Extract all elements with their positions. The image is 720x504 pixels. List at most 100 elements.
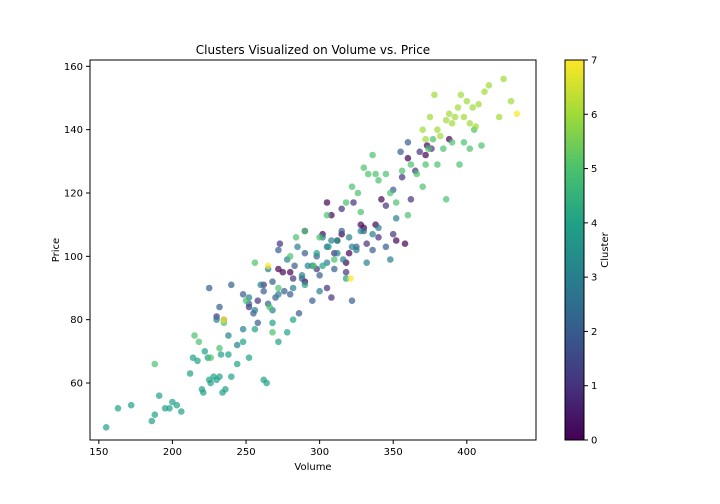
scatter-point-cluster-3	[363, 259, 371, 267]
scatter-point-cluster-2	[295, 310, 303, 317]
scatter-point-cluster-5	[440, 145, 447, 152]
y-tick-label: 80	[70, 315, 83, 326]
scatter-point-cluster-5	[478, 142, 485, 149]
scatter-point-cluster-7	[264, 262, 272, 270]
scatter-point-cluster-3	[275, 291, 282, 298]
colorbar-tick-label: 1	[591, 381, 597, 392]
scatter-point-cluster-5	[369, 151, 376, 159]
colorbar-tick-label: 4	[591, 218, 597, 229]
scatter-point-cluster-1	[338, 205, 346, 213]
scatter-point-cluster-5	[323, 211, 331, 219]
scatter-point-cluster-4	[334, 237, 341, 244]
scatter-point-cluster-6	[481, 88, 488, 95]
x-tick-label: 250	[236, 447, 255, 458]
scatter-point-cluster-0	[404, 154, 412, 162]
scatter-point-cluster-1	[254, 297, 262, 305]
scatter-point-cluster-5	[242, 297, 250, 305]
scatter-point-cluster-3	[294, 243, 301, 251]
scatter-point-cluster-5	[151, 360, 159, 368]
scatter-point-cluster-4	[217, 351, 225, 358]
scatter-point-cluster-7	[513, 110, 521, 118]
scatter-point-cluster-5	[316, 234, 323, 241]
scatter-point-cluster-6	[485, 82, 493, 89]
y-axis-label: Price	[51, 238, 62, 262]
y-tick-label: 60	[70, 379, 83, 390]
scatter-point-cluster-4	[233, 360, 241, 368]
scatter-point-cluster-1	[398, 173, 406, 181]
scatter-point-cluster-1	[363, 240, 371, 247]
scatter-point-cluster-4	[186, 370, 194, 377]
scatter-point-cluster-1	[416, 148, 424, 156]
scatter-point-cluster-2	[309, 297, 316, 305]
scatter-point-cluster-3	[328, 237, 335, 244]
scatter-point-cluster-5	[425, 145, 432, 152]
scatter-point-cluster-6	[445, 110, 453, 118]
scatter-point-cluster-2	[205, 284, 213, 292]
scatter-point-cluster-5	[360, 164, 368, 171]
scatter-point-cluster-4	[289, 316, 297, 324]
scatter-point-cluster-6	[472, 123, 480, 130]
scatter-point-cluster-6	[426, 113, 434, 121]
scatter-point-cluster-4	[114, 405, 122, 412]
scatter-point-cluster-2	[228, 281, 235, 289]
scatter-point-cluster-6	[507, 97, 515, 105]
scatter-point-cluster-4	[275, 338, 282, 346]
scatter-point-cluster-4	[207, 379, 214, 387]
scatter-point-cluster-2	[316, 272, 323, 279]
scatter-point-cluster-4	[148, 417, 156, 425]
scatter-point-cluster-1	[375, 234, 382, 241]
scatter-point-cluster-4	[127, 401, 135, 409]
colorbar-tick-label: 6	[591, 110, 597, 121]
scatter-point-cluster-6	[460, 113, 468, 121]
scatter-point-cluster-6	[469, 104, 477, 111]
scatter-point-cluster-6	[451, 113, 459, 121]
x-axis-label: Volume	[294, 462, 331, 473]
scatter-point-cluster-5	[301, 227, 309, 235]
scatter-point-cluster-4	[173, 401, 181, 409]
scatter-point-cluster-4	[313, 249, 321, 257]
scatter-point-cluster-5	[422, 161, 429, 168]
scatter-point-cluster-2	[369, 246, 376, 254]
scatter-point-cluster-5	[195, 338, 203, 346]
scatter-point-cluster-7	[347, 275, 354, 282]
colorbar-label: Cluster	[600, 231, 611, 267]
scatter-point-cluster-4	[269, 319, 276, 327]
scatter-point-cluster-0	[345, 249, 353, 257]
scatter-point-cluster-3	[357, 227, 365, 235]
scatter-point-cluster-2	[338, 227, 346, 235]
scatter-point-cluster-4	[239, 338, 247, 346]
scatter-point-cluster-4	[166, 405, 173, 412]
scatter-point-cluster-4	[263, 379, 270, 387]
scatter-point-cluster-4	[283, 329, 291, 336]
scatter-point-cluster-1	[342, 268, 350, 276]
x-tick-label: 300	[310, 447, 329, 458]
y-tick-label: 160	[64, 62, 83, 73]
scatter-point-cluster-5	[382, 170, 390, 178]
scatter-point-cluster-5	[419, 183, 427, 190]
scatter-point-cluster-5	[442, 196, 450, 203]
scatter-point-cluster-5	[429, 135, 437, 143]
scatter-point-cluster-6	[466, 120, 474, 127]
colorbar-axis: 0 1 2 3 4 5 6 7	[584, 56, 597, 447]
scatter-point-cluster-1	[382, 202, 390, 209]
scatter-point-cluster-4	[194, 357, 201, 365]
scatter-point-cluster-3	[213, 316, 220, 324]
scatter-point-cluster-3	[298, 272, 306, 279]
scatter-point-cluster-5	[292, 234, 300, 241]
scatter-point-cluster-2	[281, 287, 288, 295]
scatter-point-cluster-4	[319, 262, 326, 270]
scatter-point-cluster-2	[348, 297, 356, 305]
scatter-point-cluster-6	[495, 113, 503, 121]
scatter-point-cluster-5	[372, 170, 379, 178]
scatter-point-cluster-3	[334, 249, 341, 257]
scatter-point-cluster-3	[369, 230, 376, 238]
scatter-point-cluster-2	[216, 303, 223, 311]
scatter-point-cluster-4	[151, 411, 159, 419]
scatter-point-cluster-4	[225, 351, 232, 358]
scatter-point-cluster-2	[269, 278, 276, 286]
scatter-point-cluster-4	[228, 373, 235, 381]
y-tick-label: 120	[64, 189, 83, 200]
scatter-point-cluster-6	[454, 104, 462, 111]
scatter-point-cluster-5	[191, 332, 198, 339]
